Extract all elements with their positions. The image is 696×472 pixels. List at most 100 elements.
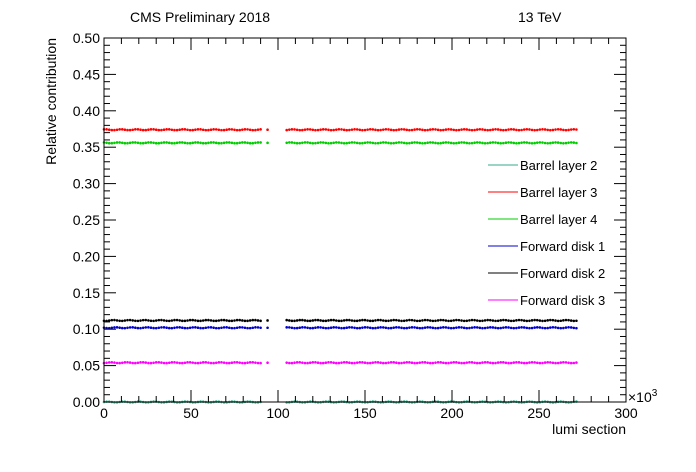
data-point [186,128,189,132]
data-point [556,127,560,131]
data-point [415,326,419,330]
data-point [311,361,315,364]
data-point [207,326,210,329]
data-point [165,141,168,144]
data-point [126,128,129,132]
data-point [246,128,249,131]
data-point [418,361,422,364]
data-point [128,326,132,329]
data-point [559,326,563,330]
data-point [384,128,388,131]
data-point [256,361,260,365]
data-point [230,326,234,330]
data-point [569,361,573,365]
data-point [423,326,427,329]
data-point [392,361,396,364]
data-point [395,361,398,365]
data-point [115,141,119,144]
data-point [525,326,529,330]
x-tick-label: 300 [614,405,638,421]
data-point [499,360,503,364]
data-point [319,141,322,144]
data-point [248,319,252,322]
data-point [515,360,518,364]
data-point [392,318,396,322]
data-point [217,319,221,322]
data-point [499,326,503,330]
data-point [562,360,565,364]
data-point [170,319,174,322]
data-point [321,361,325,365]
data-point [483,319,487,322]
data-point [266,326,269,330]
data-point [478,128,482,131]
data-point [428,326,432,329]
data-point [428,128,432,131]
data-point [314,128,317,132]
data-point [488,141,492,144]
data-point [462,319,466,323]
data-point [160,361,163,364]
data-point [186,141,189,145]
data-point [400,141,403,144]
data-point [468,360,471,364]
data-point [220,326,223,330]
data-point [389,319,393,322]
data-point [233,128,236,132]
data-point [465,361,469,364]
data-point [340,319,343,323]
data-point [295,319,299,322]
data-point [567,361,570,365]
data-point [538,141,542,144]
data-point [209,326,213,329]
data-point [194,141,197,144]
data-point [395,128,398,132]
data-point [173,318,176,322]
data-point [525,127,529,131]
data-point [220,128,223,132]
data-point [376,141,380,145]
data-point [162,319,166,322]
data-point [227,128,231,131]
data-point [431,141,435,144]
data-point [329,318,333,322]
data-point [366,361,369,365]
data-point [444,128,448,131]
data-point [567,128,570,132]
data-point [379,141,382,145]
data-point [546,319,549,322]
data-point [408,128,411,132]
data-point [235,326,239,330]
data-point [144,326,148,329]
data-point [220,141,223,145]
data-point [141,318,145,322]
data-point [421,141,424,145]
data-point [303,326,307,329]
data-point [308,326,312,330]
legend-label: Forward disk 1 [520,239,605,254]
data-point [387,319,390,323]
data-point [400,361,403,365]
data-point [230,319,234,323]
data-point [509,319,513,323]
data-point [254,361,257,364]
data-point [243,141,247,144]
data-point [468,141,471,145]
data-point [355,326,359,330]
data-point [475,361,479,365]
data-point [423,128,427,132]
data-point [295,141,299,145]
data-point [149,361,153,365]
legend-label: Barrel layer 4 [520,212,597,227]
data-point [259,128,262,131]
data-point [183,319,187,323]
data-point [442,361,445,365]
data-point [217,128,221,132]
data-point [491,128,495,131]
data-point [173,326,176,330]
data-point [209,361,213,365]
data-point [426,141,429,145]
data-point [460,319,463,322]
data-point [442,128,445,132]
data-point [225,326,228,329]
